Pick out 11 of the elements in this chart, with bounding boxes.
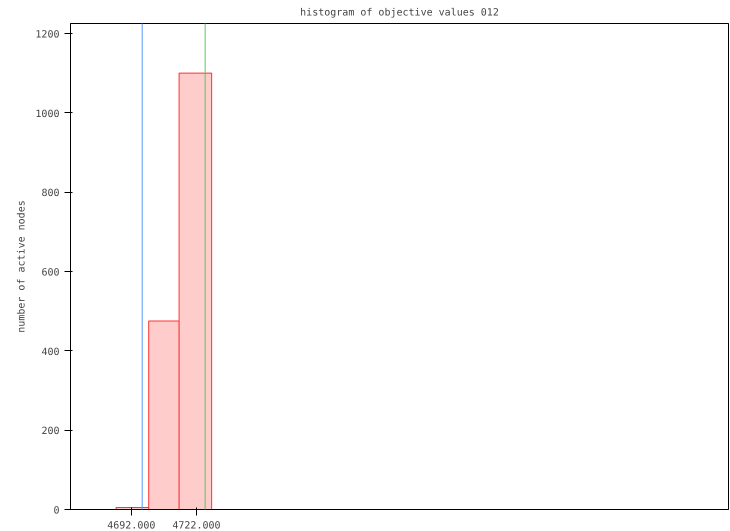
y-tick-label: 600 bbox=[41, 267, 60, 278]
y-tick-label: 800 bbox=[41, 188, 60, 200]
x-tick-label: 4692.000 bbox=[107, 520, 156, 531]
y-tick-label: 400 bbox=[41, 346, 60, 358]
y-tick-label: 0 bbox=[53, 506, 60, 516]
y-tick-label: 200 bbox=[41, 426, 60, 438]
x-tick-label: 4722.000 bbox=[172, 520, 221, 531]
chart-title: histogram of objective values 012 bbox=[300, 8, 499, 18]
y-axis-title: number of active nodes bbox=[16, 200, 28, 333]
y-tick-label: 1000 bbox=[35, 108, 60, 120]
y-tick-label: 1200 bbox=[35, 29, 60, 40]
